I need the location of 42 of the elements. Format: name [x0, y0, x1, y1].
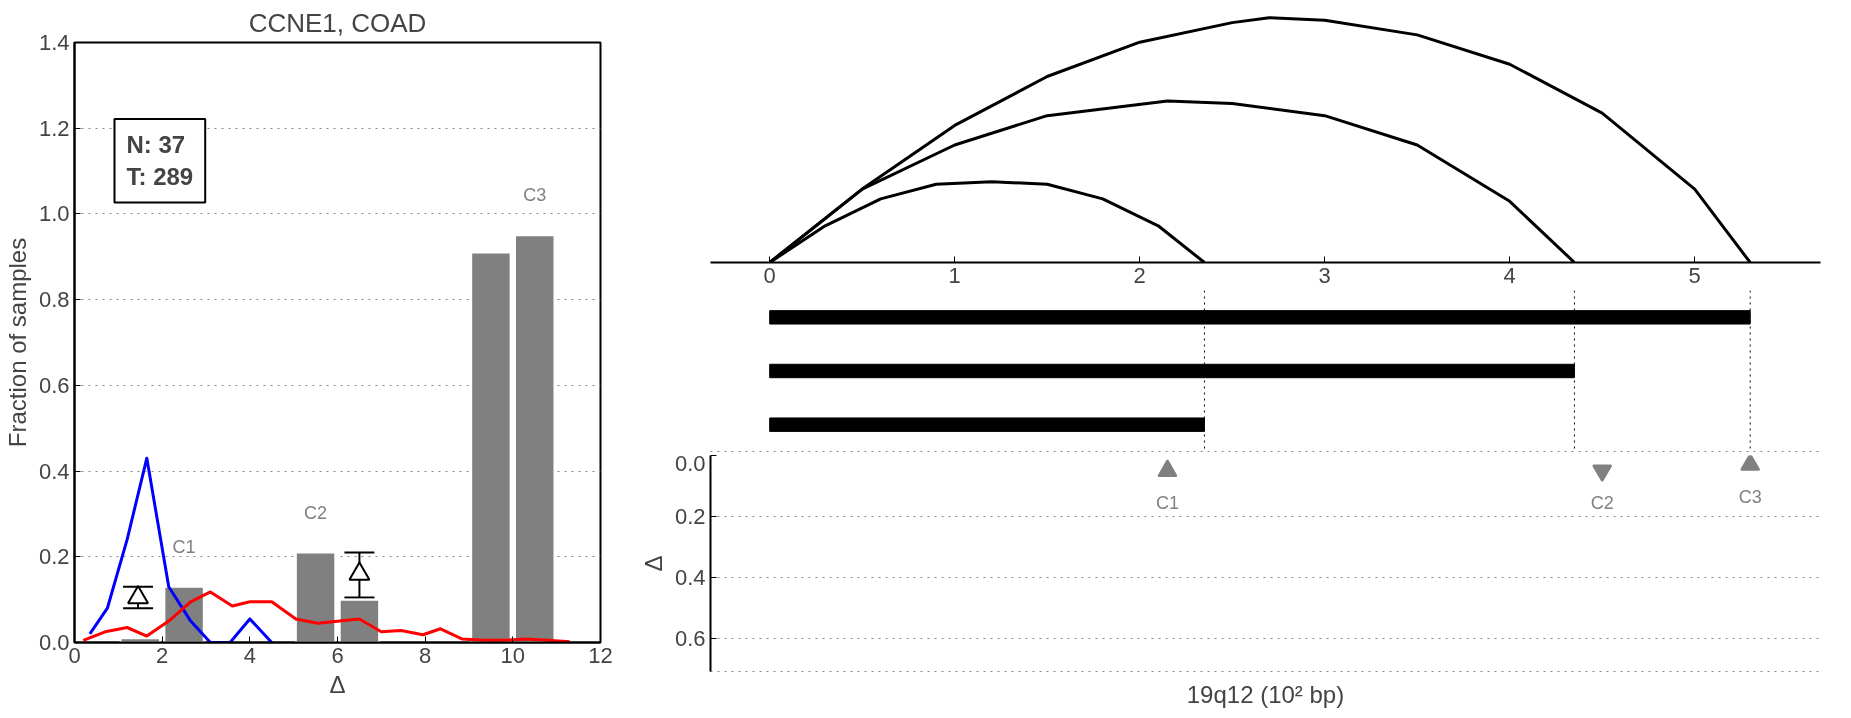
y-tick-label: 0.2: [674, 503, 706, 529]
x-tick-label: 8: [419, 642, 432, 668]
x-tick-label: 6: [331, 642, 344, 668]
y-tick-label: 0.2: [38, 544, 70, 570]
x-axis-title: Δ: [329, 670, 346, 698]
y-tick-label: 0.6: [38, 372, 70, 398]
annotation: C1: [1155, 492, 1179, 513]
y-tick-label: 0.6: [674, 625, 706, 651]
annotation: N: 37 T: 289: [126, 131, 194, 191]
x-tick-label: 5: [1688, 262, 1701, 288]
bar: [119, 637, 161, 643]
annotation: C3: [1738, 486, 1762, 507]
annotation: C3: [523, 185, 547, 206]
x-tick-label: 0: [68, 642, 81, 668]
y-tick-label: 1.2: [38, 115, 70, 141]
y-axis-title: Δ: [639, 555, 667, 572]
line-series: [88, 456, 274, 643]
annotation: C2: [1590, 492, 1614, 513]
y-tick-label: 1.0: [38, 201, 70, 227]
line-series: [81, 590, 572, 643]
x-tick-label: 0: [763, 262, 776, 288]
x-tick-label: 2: [1133, 262, 1146, 288]
bar: [338, 598, 381, 643]
y-tick-label: 1.4: [38, 30, 70, 55]
y-tick-label: 0.0: [38, 630, 70, 655]
x-tick-label: 3: [1318, 262, 1331, 288]
x-tick-label: 10: [500, 642, 526, 668]
annotation: C2: [304, 502, 328, 523]
annotation: C1: [172, 536, 196, 557]
x-tick-label: 4: [1503, 262, 1516, 288]
y-tick-label: 0.8: [38, 287, 70, 313]
x-tick-label: 1: [948, 262, 961, 288]
bar: [514, 234, 556, 643]
y-tick-label: 0.4: [38, 458, 70, 484]
x-axis-title: 19q12 (10² bp): [1186, 680, 1345, 708]
y-tick-label: 0.4: [674, 564, 706, 590]
y-tick-label: 0.0: [674, 450, 706, 476]
chart-title: CCNE1, COAD: [248, 7, 427, 38]
x-tick-label: 4: [243, 642, 256, 668]
x-tick-label: 2: [156, 642, 169, 668]
x-tick-label: 12: [588, 642, 613, 668]
y-axis-title: Fraction of samples: [3, 237, 31, 448]
